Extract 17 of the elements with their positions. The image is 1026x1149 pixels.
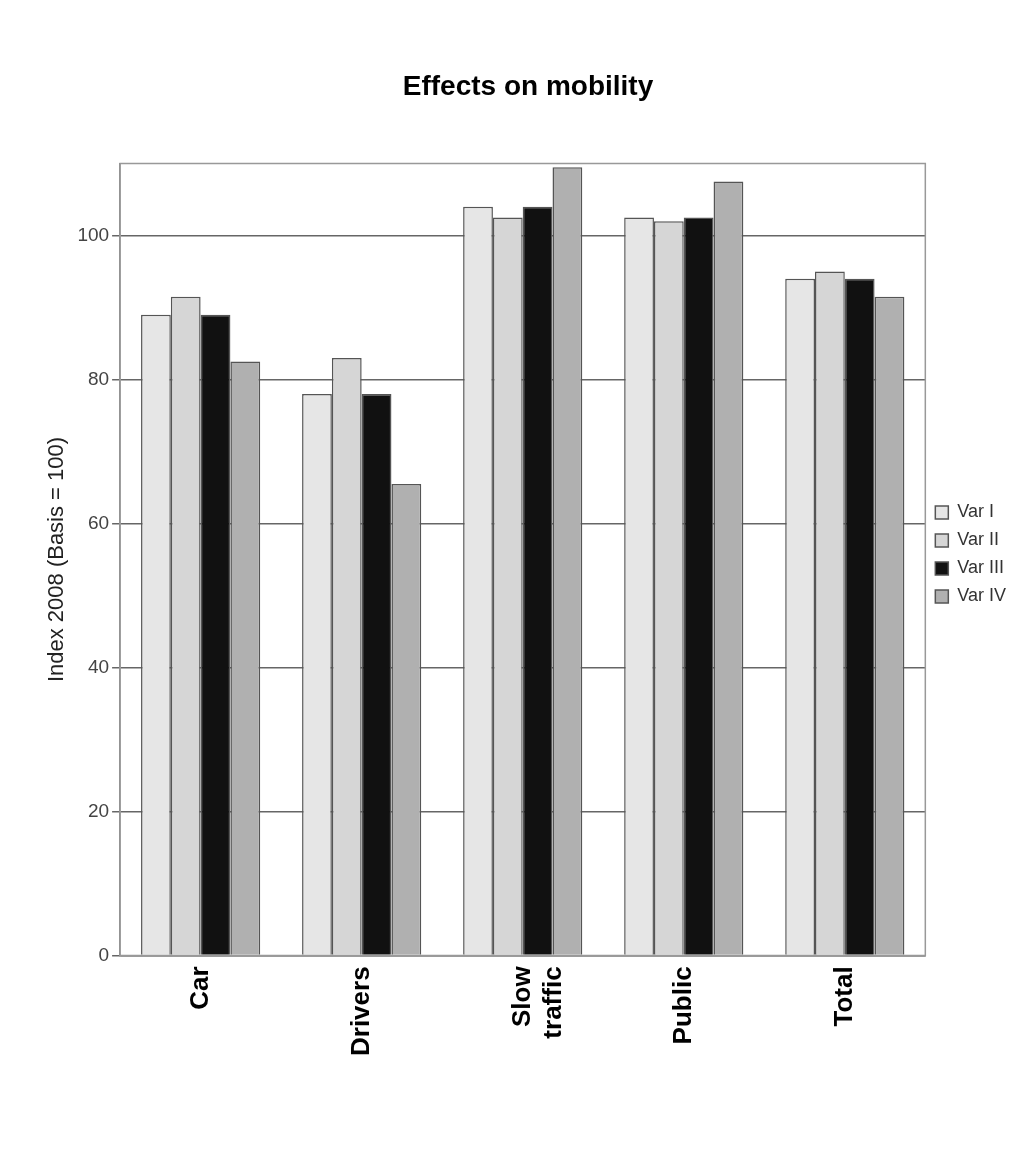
- y-tick-label: 40: [87, 655, 110, 677]
- legend-label: Var I: [957, 501, 994, 522]
- y-tick-label: 100: [77, 223, 110, 245]
- y-tick-label: 20: [87, 799, 110, 821]
- x-tick-label: Slow traffic: [505, 965, 568, 1039]
- legend-label: Var III: [957, 557, 1004, 578]
- x-tick-label: Public: [666, 966, 697, 1045]
- legend-label: Var IV: [957, 585, 1006, 606]
- y-tick-label: 80: [87, 367, 110, 389]
- y-axis-title: Index 2008 (Basis = 100): [43, 436, 69, 683]
- x-tick-label: Car: [183, 966, 214, 1010]
- legend-label: Var II: [957, 529, 999, 550]
- x-tick-label: Total: [827, 966, 858, 1027]
- x-tick-label: Drivers: [344, 966, 375, 1057]
- y-tick-label: 60: [87, 511, 110, 533]
- chart-title: Effects on mobility: [402, 69, 654, 101]
- y-tick-label: 0: [98, 943, 110, 965]
